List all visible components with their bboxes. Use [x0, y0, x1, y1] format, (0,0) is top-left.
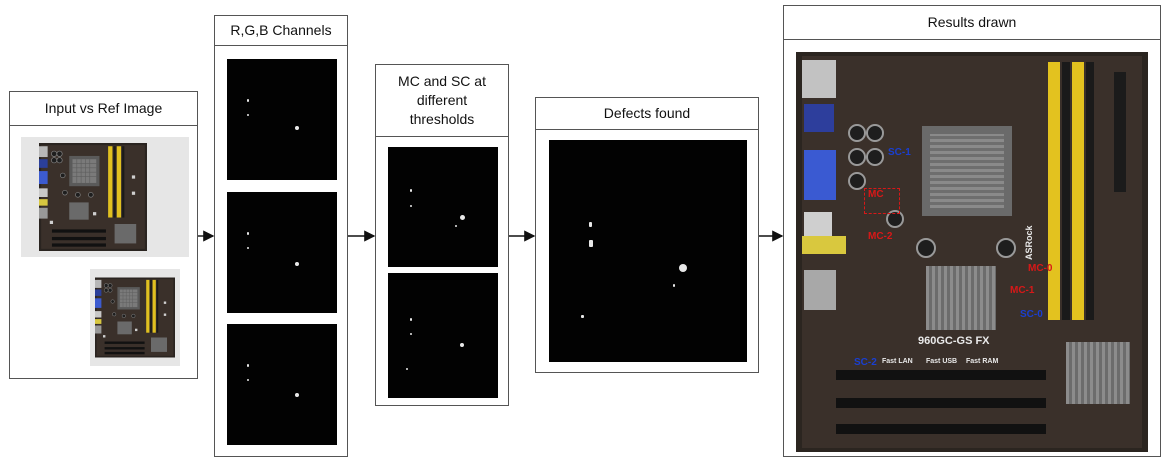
defect-mark [589, 240, 593, 247]
channels-panel: R,G,B Channels [214, 15, 348, 457]
board-fast-usb-text: Fast USB [926, 358, 958, 365]
annotation-mc-0: MC-0 [1028, 263, 1053, 274]
board-model-text: 960GC-GS FX [918, 335, 990, 347]
annotation-mc: MC [868, 189, 884, 200]
board-brand-text: ASRock [1024, 225, 1034, 260]
defect-mark [581, 315, 584, 318]
annotation-box-mc [864, 188, 900, 214]
defect-mark [679, 264, 687, 272]
reference-board-image [95, 273, 175, 362]
results-panel-title: Results drawn [784, 6, 1160, 40]
threshold-image-1 [388, 147, 498, 267]
red-channel-image [227, 59, 337, 180]
defects-image [549, 140, 747, 362]
green-channel-image [227, 192, 337, 313]
input-board-image [31, 143, 155, 251]
results-panel: Results drawn [783, 5, 1161, 457]
input-image-frame [21, 137, 189, 257]
blue-channel-image [227, 324, 337, 445]
input-panel-title: Input vs Ref Image [10, 92, 197, 126]
defect-mark [589, 222, 592, 227]
annotation-sc-2: SC-2 [854, 357, 877, 368]
threshold-image-2 [388, 273, 498, 398]
channels-panel-title: R,G,B Channels [215, 16, 347, 46]
board-fast-lan-text: Fast LAN [882, 358, 913, 365]
reference-image-frame [90, 269, 180, 366]
thresholds-panel: MC and SC at different thresholds [375, 64, 509, 406]
input-panel: Input vs Ref Image [9, 91, 198, 379]
defects-panel: Defects found [535, 97, 759, 373]
annotation-sc-0: SC-0 [1020, 309, 1043, 320]
results-board-image: 960GC-GS FX ASRock Fast LAN Fast USB Fas… [796, 52, 1148, 452]
annotation-sc-1: SC-1 [888, 147, 911, 158]
defects-panel-title: Defects found [536, 98, 758, 130]
board-fast-ram-text: Fast RAM [966, 358, 999, 365]
annotation-mc-2: MC-2 [868, 231, 893, 242]
annotation-mc-1: MC-1 [1010, 285, 1035, 296]
thresholds-panel-title: MC and SC at different thresholds [376, 65, 508, 137]
defect-mark [673, 284, 675, 287]
